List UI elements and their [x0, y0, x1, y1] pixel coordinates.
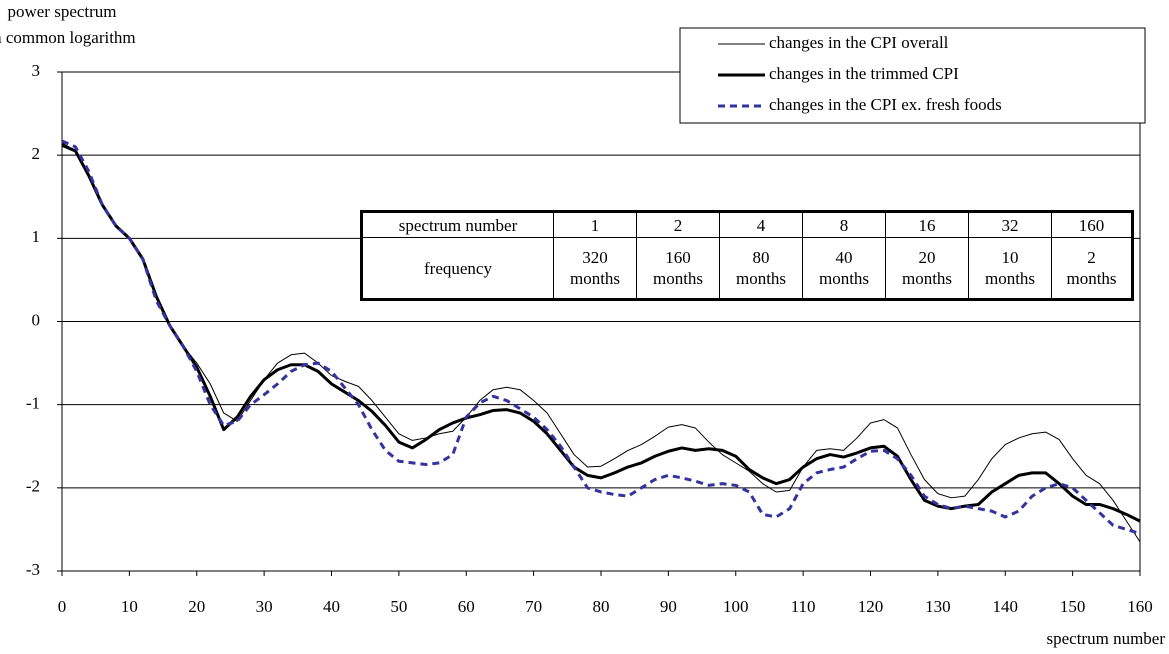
info-table: spectrum number 1 2 4 8 16 32 160 frequency 320 m…: [360, 210, 1134, 301]
x-tick-label: 150: [1060, 597, 1086, 616]
table-cell: 160 months: [636, 237, 720, 300]
x-tick-label: 30: [256, 597, 273, 616]
table-cell: 8: [802, 211, 886, 238]
table-cell: 2 months: [1051, 237, 1133, 300]
x-tick-label: 90: [660, 597, 677, 616]
table-cell: 1: [553, 211, 637, 238]
legend-label: changes in the CPI ex. fresh foods: [769, 95, 1002, 114]
x-tick-label: 140: [993, 597, 1019, 616]
x-tick-label: 100: [723, 597, 749, 616]
x-tick-label: 120: [858, 597, 884, 616]
x-axis-label: spectrum number: [1047, 629, 1166, 648]
x-tick-label: 110: [791, 597, 816, 616]
y-axis-label: power spectrum: [7, 2, 116, 21]
table-cell: 2: [636, 211, 720, 238]
y-tick-label: 0: [32, 310, 41, 329]
table-cell: 320 months: [553, 237, 637, 300]
table-cell: spectrum number: [361, 211, 554, 238]
y-tick-label: -1: [26, 394, 40, 413]
y-tick-label: 1: [32, 227, 41, 246]
table-cell: 4: [719, 211, 803, 238]
x-tick-label: 10: [121, 597, 138, 616]
table-row: frequency 320 months 160 months 80 months 40…: [361, 237, 1133, 300]
y-tick-label: 3: [32, 61, 41, 80]
table-cell: 40 months: [802, 237, 886, 300]
table-cell: 20 months: [885, 237, 969, 300]
x-tick-label: 70: [525, 597, 542, 616]
series-line: [61, 142, 1141, 543]
x-tick-label: 20: [188, 597, 205, 616]
x-tick-label: 40: [323, 597, 340, 616]
y-tick-label: -3: [26, 560, 40, 579]
table-cell: 32: [968, 211, 1052, 238]
series-line: [61, 143, 1141, 523]
table-cell: 16: [885, 211, 969, 238]
legend-label: changes in the trimmed CPI: [769, 64, 959, 83]
y-tick-label: 2: [32, 144, 41, 163]
x-tick-label: 160: [1127, 597, 1153, 616]
table-cell: 80 months: [719, 237, 803, 300]
x-tick-label: 0: [58, 597, 67, 616]
y-tick-label: -2: [26, 477, 40, 496]
x-tick-label: 130: [925, 597, 951, 616]
table-cell: frequency: [361, 237, 554, 300]
series-line: [61, 139, 1141, 536]
legend-label: changes in the CPI overall: [769, 33, 949, 52]
table-row: spectrum number 1 2 4 8 16 32 160: [361, 211, 1133, 238]
x-tick-label: 80: [593, 597, 610, 616]
table-cell: 160: [1051, 211, 1133, 238]
table-cell: 10 months: [968, 237, 1052, 300]
y-axis-label: in common logarithm: [0, 28, 136, 47]
x-tick-label: 60: [458, 597, 475, 616]
x-tick-label: 50: [390, 597, 407, 616]
